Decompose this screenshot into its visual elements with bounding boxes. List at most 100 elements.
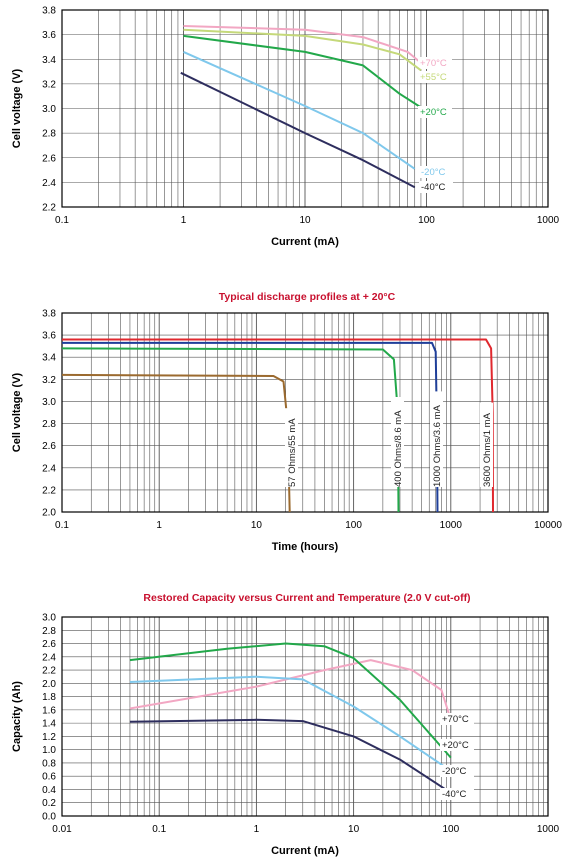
series-label-bg [440, 765, 474, 777]
series-label-bg [419, 166, 453, 178]
series-label-bg [480, 402, 493, 487]
series-label: 57 Ohms/55 mA [287, 418, 298, 487]
series-label: 3600 Ohms/1 mA [482, 412, 493, 487]
y-tick-label: 0.2 [42, 798, 56, 809]
plot-frame [61, 312, 549, 513]
y-tick-label: 2.8 [42, 626, 56, 637]
y-tick-label: 2.4 [42, 178, 56, 189]
series-label-bg [440, 739, 474, 751]
series-line [183, 25, 422, 64]
x-axis-label: Time (hours) [272, 541, 339, 553]
chart-title: Restored Capacity versus Current and Tem… [143, 592, 470, 604]
plot-frame [61, 616, 549, 817]
series-line [183, 34, 428, 112]
y-tick-label: 3.0 [42, 613, 56, 624]
x-tick-label: 10 [251, 520, 263, 531]
x-tick-label: 1000 [537, 824, 560, 835]
series-label: +70°C [420, 58, 447, 69]
series-line [183, 50, 416, 170]
series-label: +20°C [420, 107, 447, 118]
y-tick-label: 2.6 [42, 441, 56, 452]
series-label: 400 Ohms/8.6 mA [393, 410, 404, 487]
y-tick-label: 3.2 [42, 375, 56, 386]
x-tick-label: 0.1 [55, 215, 69, 226]
y-tick-label: 3.6 [42, 30, 56, 41]
series-label: 1000 Ohms/3.6 mA [432, 404, 443, 487]
series-label-bg [430, 391, 443, 487]
y-tick-label: 3.4 [42, 55, 56, 66]
y-tick-label: 2.8 [42, 129, 56, 140]
series-line [180, 71, 416, 189]
series-label: +20°C [442, 740, 469, 751]
series-label-bg [418, 57, 452, 69]
y-tick-label: 1.0 [42, 745, 56, 756]
series-line [62, 338, 494, 513]
series-line [61, 347, 400, 513]
series-label-bg [440, 788, 474, 800]
series-line [129, 642, 452, 759]
y-tick-label: 3.6 [42, 331, 56, 342]
x-tick-label: 100 [442, 824, 459, 835]
x-tick-label: 100 [345, 520, 362, 531]
y-tick-label: 2.2 [42, 485, 56, 496]
series-label-bg [440, 713, 474, 725]
y-tick-label: 2.0 [42, 508, 56, 519]
x-tick-label: 1 [254, 824, 260, 835]
series-label: +55°C [420, 72, 447, 83]
series-label-bg [418, 106, 452, 118]
series-label: -40°C [442, 789, 467, 800]
y-tick-label: 3.0 [42, 397, 56, 408]
series-line [61, 373, 291, 513]
series-line [129, 718, 452, 794]
y-tick-label: 1.2 [42, 732, 56, 743]
y-tick-label: 0.4 [42, 785, 56, 796]
series-line [183, 28, 422, 72]
y-axis-label: Capacity (Ah) [11, 681, 23, 752]
series-line [62, 341, 439, 513]
y-tick-label: 2.2 [42, 666, 56, 677]
series-label: -20°C [421, 167, 446, 178]
chart-title: Typical discharge profiles at + 20°C [219, 291, 396, 303]
y-tick-label: 1.4 [42, 719, 56, 730]
y-tick-label: 1.6 [42, 705, 56, 716]
y-tick-label: 2.4 [42, 652, 56, 663]
y-tick-label: 1.8 [42, 692, 56, 703]
series-label: +70°C [442, 714, 469, 725]
series-label-bg [285, 408, 298, 487]
y-tick-label: 3.0 [42, 104, 56, 115]
y-axis-label: Cell voltage (V) [11, 68, 23, 148]
y-tick-label: 2.6 [42, 639, 56, 650]
x-tick-label: 10 [348, 824, 360, 835]
chart-1: 0.1 1 10 100 1000 3.8 3.6 3.4 3.2 3.0 2.8 2.6 2.4 2.2… [11, 6, 560, 249]
series-line [129, 659, 452, 721]
y-tick-label: 0.6 [42, 772, 56, 783]
y-tick-label: 2.4 [42, 463, 56, 474]
x-tick-label: 1 [181, 215, 187, 226]
x-tick-label: 10000 [534, 520, 562, 531]
x-tick-label: 0.1 [152, 824, 166, 835]
series-label: -20°C [442, 766, 467, 777]
series-label-bg [419, 181, 453, 193]
y-axis-label: Cell voltage (V) [11, 372, 23, 452]
y-tick-label: 2.2 [42, 203, 56, 214]
y-tick-label: 0.0 [42, 812, 56, 823]
plot-frame [61, 9, 549, 208]
series-label-bg [391, 397, 404, 487]
y-tick-label: 2.6 [42, 153, 56, 164]
series-label-bg [418, 71, 452, 83]
y-tick-label: 2.0 [42, 679, 56, 690]
x-axis-label: Current (mA) [271, 236, 339, 248]
y-tick-label: 3.8 [42, 6, 56, 17]
x-tick-label: 10 [299, 215, 311, 226]
x-tick-label: 100 [418, 215, 435, 226]
series-line [129, 675, 452, 772]
chart-3: 0.01 0.1 1 10 100 1000 3.0 2.8 2.6 2.4 2.2 2.0 1.8 1.… [11, 592, 560, 857]
series-label: -40°C [421, 182, 446, 193]
y-tick-label: 3.4 [42, 353, 56, 364]
x-axis-label: Current (mA) [271, 845, 339, 857]
x-tick-label: 1000 [537, 215, 560, 226]
x-tick-label: 0.01 [52, 824, 72, 835]
x-tick-label: 0.1 [55, 520, 69, 531]
y-tick-label: 2.8 [42, 419, 56, 430]
